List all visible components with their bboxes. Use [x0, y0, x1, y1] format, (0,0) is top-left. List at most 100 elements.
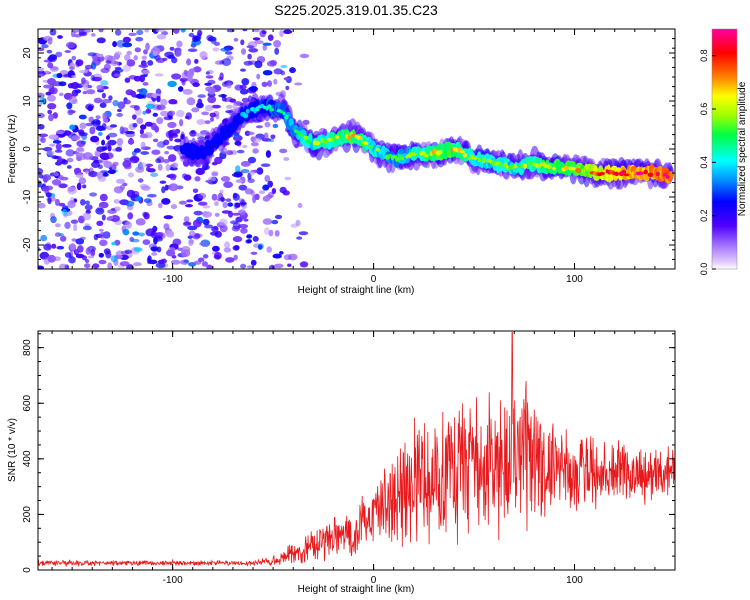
- heatmap-noise-blob: [54, 149, 63, 153]
- heatmap-noise-blob: [166, 145, 176, 150]
- heatmap-noise-blob: [240, 39, 245, 46]
- heatmap-noise-blob: [262, 44, 268, 51]
- heatmap-noise-blob: [155, 262, 166, 269]
- heatmap-noise-blob: [240, 68, 246, 72]
- heatmap-noise-blob: [273, 263, 284, 269]
- heatmap-noise-blob: [122, 36, 131, 43]
- heatmap-noise-blob: [240, 169, 250, 174]
- heatmap-noise-blob: [221, 96, 227, 102]
- heatmap-noise-blob: [247, 156, 257, 164]
- heatmap-noise-blob: [95, 207, 105, 215]
- snr-frame: [38, 331, 675, 570]
- heatmap-noise-blob: [222, 201, 228, 209]
- heatmap-noise-blob: [285, 85, 290, 91]
- heatmap-noise-blob: [155, 29, 161, 33]
- heatmap-noise-blob: [211, 172, 219, 177]
- snr-ytick-label: 400: [22, 450, 33, 467]
- heatmap-ridge-core: [546, 164, 552, 170]
- heatmap-noise-blob: [41, 44, 49, 49]
- heatmap-ridge-core: [388, 153, 393, 158]
- heatmap-noise-blob: [77, 245, 84, 253]
- heatmap-noise-blob: [84, 64, 93, 70]
- heatmap-noise-blob: [38, 92, 45, 99]
- heatmap-noise-blob: [200, 130, 208, 135]
- heatmap-noise-blob: [47, 78, 57, 85]
- heatmap-noise-blob: [62, 209, 68, 216]
- heatmap-noise-blob: [152, 225, 158, 232]
- heatmap-noise-blob: [140, 141, 146, 150]
- heatmap-noise-blob: [224, 51, 233, 55]
- heatmap-noise-blob: [38, 67, 45, 72]
- heatmap-noise-blob: [46, 150, 55, 156]
- heatmap-noise-blob: [185, 204, 193, 208]
- heatmap-noise-blob: [117, 101, 126, 110]
- heatmap-ridge-core: [363, 141, 369, 145]
- colorbar-tick-label: 0.4: [699, 156, 709, 169]
- heatmap-ridge-core: [284, 114, 289, 120]
- heatmap-ridge-core: [563, 165, 569, 170]
- heatmap-noise-blob: [125, 130, 135, 135]
- heatmap-noise-blob: [267, 34, 274, 41]
- heatmap-noise-blob: [193, 35, 201, 42]
- heatmap-ridge-core: [621, 169, 627, 174]
- snr-ytick-label: 800: [22, 339, 33, 356]
- heatmap-noise-blob: [48, 134, 59, 140]
- heatmap-noise-blob: [75, 59, 81, 68]
- heatmap-noise-blob: [202, 205, 211, 209]
- heatmap-noise-blob: [213, 254, 221, 260]
- heatmap-noise-blob: [79, 122, 87, 130]
- heatmap-noise-blob: [242, 29, 248, 32]
- colorbar-tick-label: 0.8: [699, 49, 709, 62]
- heatmap-noise-blob: [79, 70, 89, 74]
- heatmap-noise-blob: [183, 174, 192, 181]
- heatmap-noise-blob: [96, 37, 106, 44]
- heatmap-ridge-core: [242, 113, 249, 119]
- heatmap-noise-blob: [98, 29, 104, 33]
- heatmap-noise-blob: [212, 47, 220, 52]
- heatmap-noise-blob: [279, 148, 288, 154]
- heatmap-noise-blob: [233, 254, 238, 261]
- heatmap-noise-blob: [56, 129, 66, 135]
- spectrogram-xtick-label: 0: [371, 274, 377, 285]
- heatmap-noise-blob: [283, 254, 292, 261]
- heatmap-noise-blob: [225, 257, 235, 263]
- heatmap-noise-blob: [147, 60, 154, 66]
- colorbar-tick-label: 0.2: [699, 209, 709, 222]
- heatmap-noise-blob: [164, 51, 175, 58]
- snr-ytick-label: 200: [22, 506, 33, 523]
- heatmap-noise-blob: [99, 239, 108, 247]
- heatmap-noise-blob: [273, 78, 278, 85]
- heatmap-noise-blob: [40, 137, 46, 144]
- heatmap-noise-blob: [274, 230, 280, 237]
- heatmap-ridge-core: [637, 171, 644, 175]
- heatmap-noise-blob: [42, 175, 49, 183]
- heatmap-noise-blob: [51, 155, 58, 159]
- heatmap-noise-blob: [100, 67, 110, 74]
- heatmap-noise-blob: [114, 51, 122, 56]
- heatmap-noise-blob: [163, 159, 170, 164]
- heatmap-noise-blob: [207, 95, 217, 104]
- heatmap-noise-blob: [81, 133, 88, 141]
- heatmap-noise-blob: [262, 195, 271, 202]
- heatmap-noise-blob: [169, 46, 175, 51]
- snr-panel: -100 0 100 0 200 400 600 800 Height of straight…: [7, 330, 676, 595]
- heatmap-noise-blob: [80, 199, 86, 206]
- heatmap-noise-blob: [77, 129, 85, 135]
- heatmap-noise-blob: [87, 52, 97, 57]
- heatmap-noise-blob: [211, 193, 218, 201]
- heatmap-noise-blob: [188, 230, 196, 237]
- heatmap-noise-blob: [127, 172, 135, 178]
- heatmap-noise-blob: [133, 262, 142, 267]
- heatmap-noise-blob: [241, 78, 250, 86]
- chart-title: S225.2025.319.01.35.C23: [274, 2, 438, 18]
- heatmap-noise-blob: [264, 175, 271, 182]
- heatmap-noise-blob: [234, 84, 243, 91]
- heatmap-noise-blob: [58, 183, 68, 189]
- heatmap-noise-blob: [83, 83, 89, 91]
- heatmap-noise-blob: [38, 173, 44, 179]
- heatmap-noise-blob: [64, 50, 72, 53]
- spectrogram-ytick-label: -20: [22, 237, 33, 252]
- heatmap-noise-blob: [198, 257, 205, 262]
- heatmap-ridge-core: [330, 137, 334, 142]
